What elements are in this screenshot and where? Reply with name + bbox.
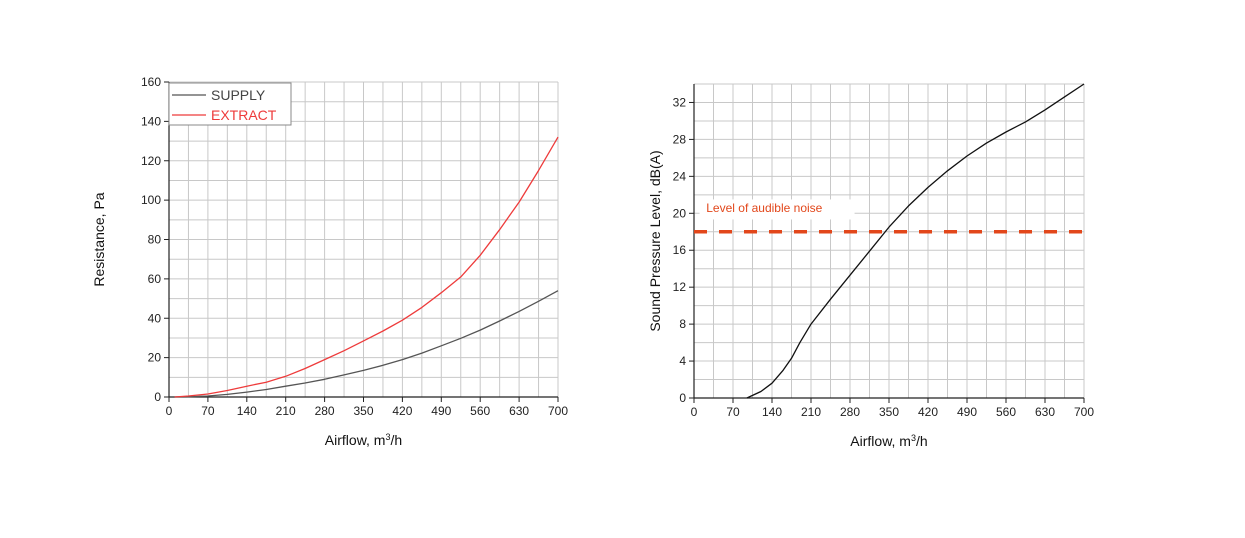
x-tick-label: 700 <box>548 404 568 418</box>
y-tick-label: 80 <box>148 233 162 247</box>
sound-pressure-chart: 0 70 140 210 280 350 420 490 560 630 700 0 4 8 12 16 20 2… <box>647 83 1094 449</box>
x-tick-label: 140 <box>237 404 257 418</box>
y-tick-label: 8 <box>679 317 686 331</box>
x-tick-label: 350 <box>353 404 373 418</box>
reference-label-box <box>699 199 855 220</box>
y-tick-label: 24 <box>673 169 687 183</box>
x-tick-label: 70 <box>726 405 740 419</box>
series-line-extract <box>174 136 559 398</box>
y-tick-label: 60 <box>148 272 162 286</box>
y-tick-label: 16 <box>673 243 687 257</box>
y-axis-label: Resistance, Pa <box>91 192 107 286</box>
x-tick-label: 630 <box>509 404 529 418</box>
y-tick-label: 12 <box>673 280 687 294</box>
x-tick-label: 700 <box>1074 405 1094 419</box>
y-tick-label: 28 <box>673 132 687 146</box>
x-tick-label: 210 <box>276 404 296 418</box>
series-line-supply <box>174 290 559 398</box>
legend-label-supply: SUPPLY <box>211 87 266 103</box>
y-tick-label: 20 <box>673 206 687 220</box>
y-tick-label: 32 <box>673 95 687 109</box>
x-tick-label: 0 <box>691 405 698 419</box>
y-tick-label: 4 <box>679 354 686 368</box>
x-tick-label: 420 <box>918 405 938 419</box>
x-axis-label: Airflow, m3/h <box>325 432 402 448</box>
x-tick-label: 560 <box>996 405 1016 419</box>
resistance-chart: 0 70 140 210 280 350 420 490 560 630 700 0 20 40 60 80 1… <box>91 75 568 448</box>
y-tick-label: 160 <box>141 75 161 89</box>
y-tick-label: 140 <box>141 114 161 128</box>
x-tick-label: 140 <box>762 405 782 419</box>
y-tick-label: 100 <box>141 193 161 207</box>
y-tick-label: 0 <box>679 391 686 405</box>
x-tick-label: 280 <box>840 405 860 419</box>
x-tick-label: 560 <box>470 404 490 418</box>
legend-label-extract: EXTRACT <box>211 107 277 123</box>
x-tick-label: 630 <box>1035 405 1055 419</box>
series-line-spl <box>746 83 1085 399</box>
y-axis-label: Sound Pressure Level, dB(A) <box>647 150 663 331</box>
x-tick-label: 280 <box>315 404 335 418</box>
x-axis-label: Airflow, m3/h <box>850 433 927 449</box>
x-tick-label: 490 <box>431 404 451 418</box>
legend-box <box>168 82 292 126</box>
y-tick-label: 40 <box>148 311 162 325</box>
y-tick-label: 120 <box>141 154 161 168</box>
y-tick-label: 20 <box>148 351 162 365</box>
reference-line-label: Level of audible noise <box>706 201 822 215</box>
x-tick-label: 70 <box>201 404 215 418</box>
x-tick-label: 0 <box>166 404 173 418</box>
x-tick-label: 420 <box>392 404 412 418</box>
y-tick-label: 0 <box>154 390 161 404</box>
x-tick-label: 490 <box>957 405 977 419</box>
x-tick-label: 350 <box>879 405 899 419</box>
x-tick-label: 210 <box>801 405 821 419</box>
